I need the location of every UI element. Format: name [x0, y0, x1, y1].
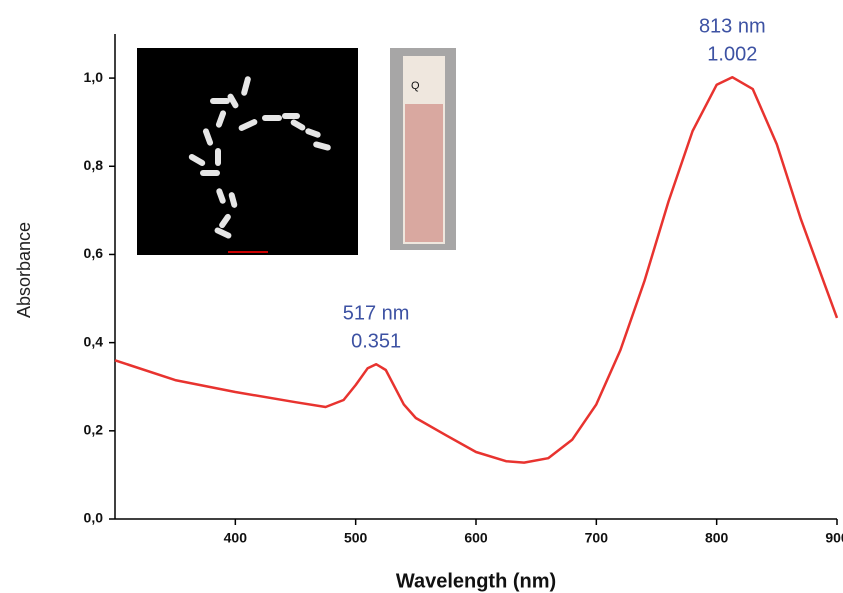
- cuvette-inset: Q: [390, 48, 456, 250]
- x-tick-label: 900: [825, 530, 843, 546]
- cuvette-label: Q: [411, 80, 420, 92]
- x-tick-label: 700: [585, 530, 609, 546]
- chart: Q Absorbance Wavelength (nm) 0,0 0,2 0,4 0,…: [0, 0, 843, 593]
- y-tick-label: 0,4: [84, 333, 104, 349]
- x-tick-label: 600: [464, 530, 488, 546]
- cuvette-liquid: [405, 104, 443, 242]
- y-tick-label: 0,0: [84, 510, 104, 526]
- x-tick-label: 500: [344, 530, 368, 546]
- page: Q Absorbance Wavelength (nm) 0,0 0,2 0,4 0,…: [0, 0, 843, 593]
- y-tick-label: 1,0: [84, 69, 104, 85]
- y-tick-label: 0,2: [84, 422, 104, 438]
- x-tick-label: 800: [705, 530, 729, 546]
- peak-annotation: 0.351: [351, 331, 401, 353]
- y-axis-label: Absorbance: [14, 222, 34, 318]
- x-tick-label: 400: [224, 530, 248, 546]
- x-axis-label: Wavelength (nm): [396, 570, 556, 592]
- peak-annotation: 813 nm: [699, 15, 766, 37]
- peak-annotation: 1.002: [707, 43, 757, 65]
- tem-inset: [137, 48, 358, 255]
- y-tick-label: 0,8: [84, 157, 104, 173]
- y-tick-label: 0,6: [84, 245, 104, 261]
- peak-annotation: 517 nm: [343, 303, 410, 325]
